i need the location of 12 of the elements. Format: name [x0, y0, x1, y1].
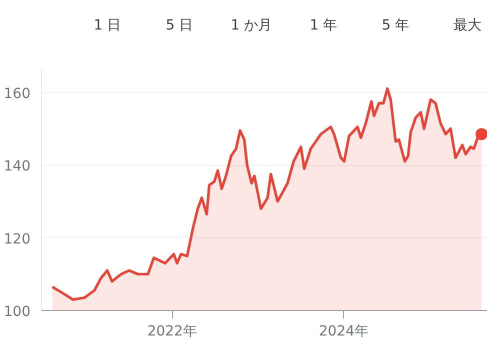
text: 最大: [453, 18, 482, 34]
text: 1 年: [310, 18, 338, 34]
x-tick-label: 2024年: [318, 324, 369, 340]
y-tick-label: 160: [4, 86, 31, 102]
y-tick-label: 100: [4, 304, 31, 320]
y-tick-label: 140: [4, 158, 31, 175]
text: 1 か月: [230, 18, 272, 34]
text: 5 年: [382, 18, 410, 34]
text: 1 日: [94, 18, 122, 34]
x-tick-label: 2022年: [147, 324, 197, 340]
y-tick-label: 120: [4, 231, 31, 248]
text: 5 日: [166, 18, 194, 34]
